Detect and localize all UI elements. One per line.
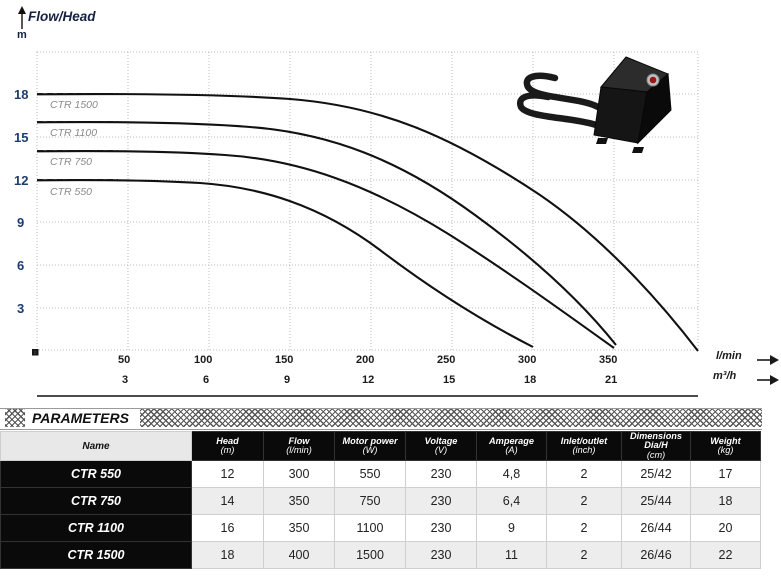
svg-text:0: 0 xyxy=(34,350,37,356)
